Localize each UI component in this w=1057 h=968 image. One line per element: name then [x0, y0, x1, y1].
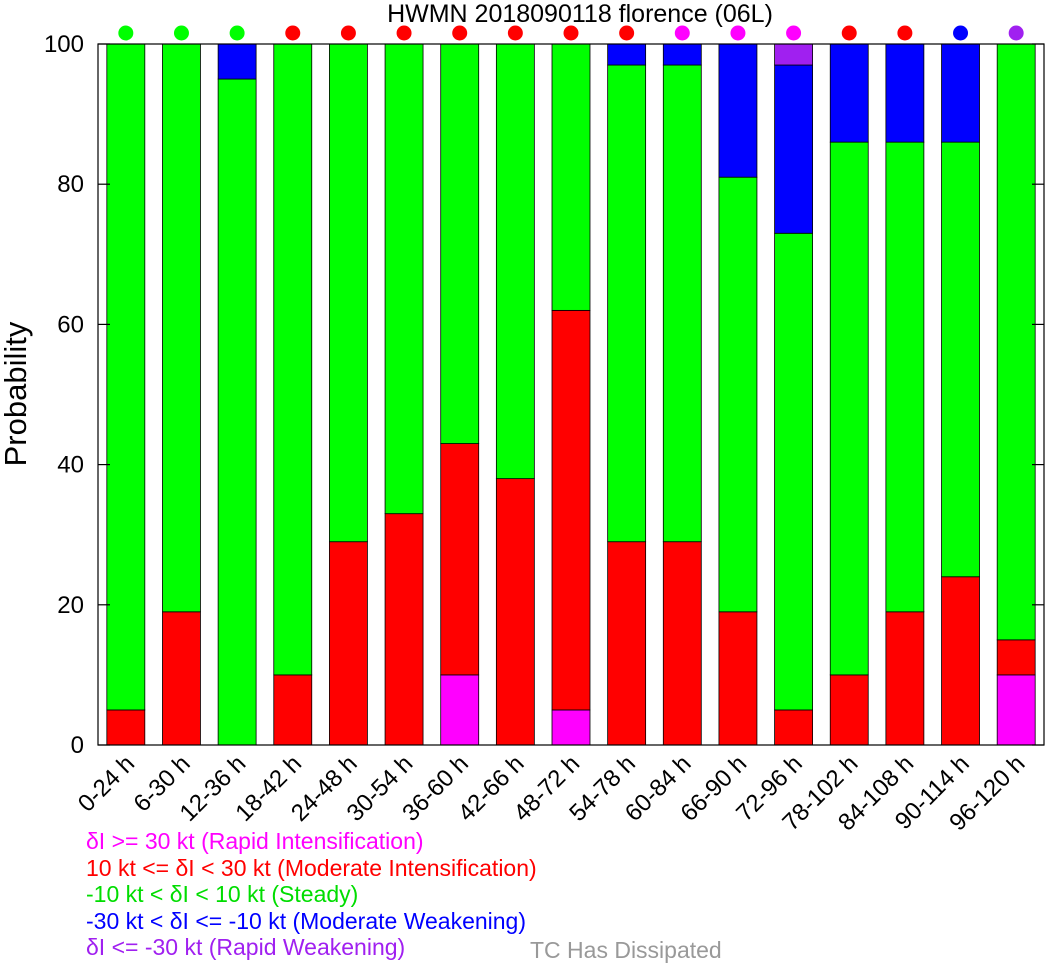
- bar-segment-18-42-h-s1: [273, 674, 313, 746]
- bar-segment-84-108-h-s2: [885, 141, 925, 613]
- bar-segment-84-108-h-s1: [885, 611, 925, 746]
- top-marker-36-60-h: [452, 25, 468, 41]
- bar-segment-90-114-h-s3: [941, 43, 980, 143]
- top-marker-66-90-h: [730, 25, 746, 41]
- legend-item-moderate-weakening: -30 kt < δI <= -10 kt (Moderate Weakenin…: [86, 907, 527, 934]
- top-marker-24-48-h: [340, 25, 356, 41]
- bar-segment-60-84-h-s2: [662, 64, 702, 543]
- bar-segment-24-48-h-s1: [329, 541, 368, 746]
- bar-segment-12-36-h-s2: [217, 78, 257, 746]
- top-marker-48-72-h: [563, 25, 579, 41]
- bar-segment-78-102-h-s1: [829, 674, 869, 746]
- y-tick-label-20: 20: [57, 592, 84, 619]
- legend-item-rapid-intensification: δI >= 30 kt (Rapid Intensification): [86, 828, 424, 854]
- legend-item-rapid-weakening: δI <= -30 kt (Rapid Weakening): [86, 934, 406, 960]
- bar-segment-72-96-h-s3: [774, 64, 813, 234]
- top-marker-60-84-h: [674, 25, 690, 41]
- bar-segment-54-78-h-s3: [607, 43, 647, 66]
- bar-segment-0-24-h-s2: [106, 43, 146, 711]
- bar-segment-78-102-h-s2: [829, 141, 869, 676]
- top-marker-90-114-h: [953, 25, 969, 41]
- top-marker-30-54-h: [396, 25, 412, 41]
- top-marker-72-96-h: [786, 25, 802, 41]
- bar-segment-30-54-h-s2: [384, 43, 424, 515]
- bar-segment-36-60-h-s1: [440, 443, 480, 676]
- top-marker-54-78-h: [619, 25, 635, 41]
- bar-segment-30-54-h-s1: [384, 513, 424, 746]
- top-marker-84-108-h: [897, 25, 913, 41]
- bar-segment-66-90-h-s3: [718, 43, 758, 178]
- top-marker-12-36-h: [229, 25, 245, 41]
- top-marker-0-24-h: [118, 25, 134, 41]
- bar-segment-54-78-h-s2: [607, 64, 647, 543]
- top-marker-6-30-h: [173, 25, 189, 41]
- bar-segment-72-96-h-s2: [774, 232, 813, 711]
- bar-segment-66-90-h-s2: [718, 176, 758, 613]
- legend: δI >= 30 kt (Rapid Intensification) 10 k…: [86, 828, 537, 961]
- bar-segment-60-84-h-s1: [662, 541, 702, 746]
- bar-segment-36-60-h-s0: [440, 674, 480, 746]
- bar-segment-84-108-h-s3: [885, 43, 925, 143]
- legend-item-moderate-intensification: 10 kt <= δI < 30 kt (Moderate Intensific…: [86, 854, 537, 881]
- bar-segment-42-66-h-s1: [495, 478, 535, 746]
- bar-segment-90-114-h-s2: [941, 141, 980, 578]
- bar-segment-72-96-h-s1: [774, 709, 813, 746]
- bar-segment-36-60-h-s2: [440, 43, 480, 444]
- top-markers-group: [118, 25, 1024, 41]
- bar-segment-48-72-h-s2: [551, 43, 591, 311]
- legend-item-steady: -10 kt < δI < 10 kt (Steady): [86, 881, 359, 907]
- plot-frame: [97, 43, 1045, 746]
- bar-segment-6-30-h-s2: [162, 43, 201, 613]
- bar-segment-60-84-h-s3: [662, 43, 702, 66]
- bar-segment-54-78-h-s1: [607, 541, 647, 746]
- y-axis-label: Probability: [0, 321, 33, 466]
- bar-segment-90-114-h-s1: [941, 576, 980, 746]
- y-tick-labels: 0 20 40 60 80 100: [44, 31, 84, 759]
- bar-segment-0-24-h-s1: [106, 709, 146, 746]
- y-tick-label-80: 80: [57, 171, 84, 198]
- top-marker-18-42-h: [285, 25, 301, 41]
- bar-segment-96-120-h-s1: [996, 639, 1036, 676]
- bar-segment-72-96-h-s4: [774, 43, 813, 66]
- x-tick-label-0-24-h: 0-24 h: [73, 750, 140, 817]
- bar-segment-78-102-h-s3: [829, 43, 869, 143]
- bar-segment-96-120-h-s2: [996, 43, 1036, 641]
- top-marker-42-66-h: [507, 25, 523, 41]
- y-tick-label-100: 100: [44, 31, 84, 58]
- bar-segment-6-30-h-s1: [162, 611, 201, 746]
- bar-segment-48-72-h-s1: [551, 309, 591, 711]
- bar-segment-24-48-h-s2: [329, 43, 368, 543]
- y-tick-label-60: 60: [57, 311, 84, 338]
- legend-item-dissipated: TC Has Dissipated: [530, 937, 722, 963]
- bar-segment-96-120-h-s0: [996, 674, 1036, 746]
- chart-title: HWMN 2018090118 florence (06L): [387, 0, 773, 28]
- y-tick-label-40: 40: [57, 452, 84, 479]
- bar-segment-48-72-h-s0: [551, 709, 591, 746]
- y-tick-label-0: 0: [71, 732, 84, 759]
- x-tick-labels: 0-24 h6-30 h12-36 h18-42 h24-48 h30-54 h…: [73, 750, 1031, 836]
- bar-segment-42-66-h-s2: [495, 43, 535, 480]
- bars-group: [106, 43, 1036, 746]
- axes-group: [97, 43, 1045, 746]
- bar-segment-12-36-h-s3: [217, 43, 257, 80]
- top-marker-96-120-h: [1008, 25, 1024, 41]
- bar-segment-18-42-h-s2: [273, 43, 313, 676]
- bar-segment-66-90-h-s1: [718, 611, 758, 746]
- top-marker-78-102-h: [841, 25, 857, 41]
